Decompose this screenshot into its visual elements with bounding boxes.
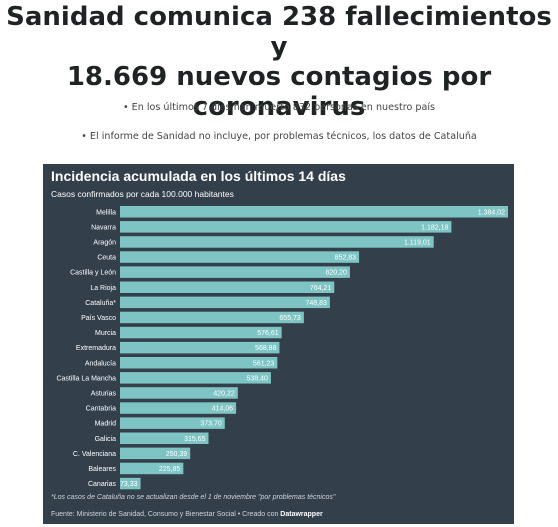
bar bbox=[120, 432, 209, 444]
category-label: La Rioja bbox=[90, 285, 116, 292]
bullet-cataluna-note: • El informe de Sanidad no incluye, por … bbox=[81, 131, 477, 142]
category-label: Ceuta bbox=[97, 255, 116, 262]
value-label: 225,85 bbox=[159, 466, 181, 473]
category-label: Galicia bbox=[95, 436, 117, 443]
chart-subtitle: Casos confirmados por cada 100.000 habit… bbox=[51, 189, 234, 199]
value-label: 414,06 bbox=[212, 406, 234, 413]
category-label: Cantabria bbox=[86, 406, 116, 413]
value-label: 561,23 bbox=[253, 360, 275, 367]
chart-title: Incidencia acumulada en los últimos 14 d… bbox=[51, 168, 346, 184]
value-label: 1.182,18 bbox=[421, 224, 448, 231]
bar bbox=[120, 206, 508, 218]
chart-source: Fuente: Ministerio de Sanidad, Consumo y… bbox=[51, 511, 323, 518]
headline-line-1: Sanidad comunica 238 fallecimientos y bbox=[6, 2, 552, 62]
value-label: 748,83 bbox=[306, 300, 328, 307]
value-label: 1.384,02 bbox=[478, 209, 505, 216]
value-label: 568,88 bbox=[255, 345, 277, 352]
bar-chart: Melilla 1.384,02 Navarra 1.182,18 Aragón 1.11… bbox=[56, 206, 508, 490]
bar bbox=[120, 221, 452, 233]
chart-footnote: *Los casos de Cataluña no se actualizan … bbox=[51, 494, 336, 501]
category-label: Melilla bbox=[96, 209, 116, 216]
bar bbox=[120, 326, 282, 339]
headline-line-2: 18.669 nuevos contagios por bbox=[66, 62, 492, 92]
category-label: Cataluña* bbox=[85, 300, 116, 307]
bar bbox=[120, 251, 360, 263]
value-label: 820,20 bbox=[326, 270, 348, 277]
category-label: C. Valenciana bbox=[73, 451, 116, 458]
chart-panel: Incidencia acumulada en los últimos 14 d… bbox=[43, 164, 514, 524]
bar bbox=[120, 462, 184, 475]
category-label: Aragón bbox=[93, 239, 116, 246]
bar bbox=[120, 387, 238, 399]
category-label: País Vasco bbox=[81, 315, 116, 322]
bar bbox=[120, 281, 335, 293]
headline: Sanidad comunica 238 fallecimientos y 18… bbox=[0, 2, 558, 122]
category-label: Asturias bbox=[91, 390, 117, 397]
value-label: 315,65 bbox=[184, 436, 206, 443]
category-label: Andalucía bbox=[85, 360, 116, 367]
category-label: Murcia bbox=[95, 330, 116, 337]
bar bbox=[120, 477, 141, 490]
bullet-deaths-week: • En los últimos 7 días han muerto 832 p… bbox=[122, 102, 436, 113]
bar bbox=[120, 341, 280, 354]
bar bbox=[120, 266, 350, 278]
bar bbox=[120, 236, 434, 248]
value-label: 73,33 bbox=[120, 481, 138, 488]
category-label: Baleares bbox=[88, 466, 116, 473]
bar bbox=[120, 417, 225, 429]
value-label: 538,40 bbox=[247, 375, 269, 382]
category-label: Canarias bbox=[88, 481, 117, 488]
value-label: 250,39 bbox=[166, 451, 188, 458]
value-label: 420,22 bbox=[213, 390, 235, 397]
bar bbox=[120, 357, 278, 369]
bar bbox=[120, 311, 304, 324]
value-label: 1.119,01 bbox=[404, 239, 431, 246]
category-label: Extremadura bbox=[76, 345, 116, 352]
value-label: 576,61 bbox=[257, 330, 279, 337]
value-label: 764,21 bbox=[310, 285, 332, 292]
value-label: 373,70 bbox=[200, 421, 222, 428]
category-label: Castilla y León bbox=[70, 270, 116, 277]
bar bbox=[120, 372, 271, 384]
bar bbox=[120, 447, 191, 460]
bar bbox=[120, 402, 237, 414]
value-label: 655,73 bbox=[279, 315, 301, 322]
bar bbox=[120, 296, 330, 309]
source-text: Fuente: Ministerio de Sanidad, Consumo y… bbox=[51, 511, 281, 518]
value-label: 852,83 bbox=[335, 255, 357, 262]
category-label: Navarra bbox=[91, 224, 116, 231]
category-label: Castilla La Mancha bbox=[56, 375, 116, 382]
category-label: Madrid bbox=[95, 421, 117, 428]
headline-line-3: coronavirus bbox=[192, 92, 366, 122]
source-tool-link[interactable]: Datawrapper bbox=[280, 511, 323, 518]
